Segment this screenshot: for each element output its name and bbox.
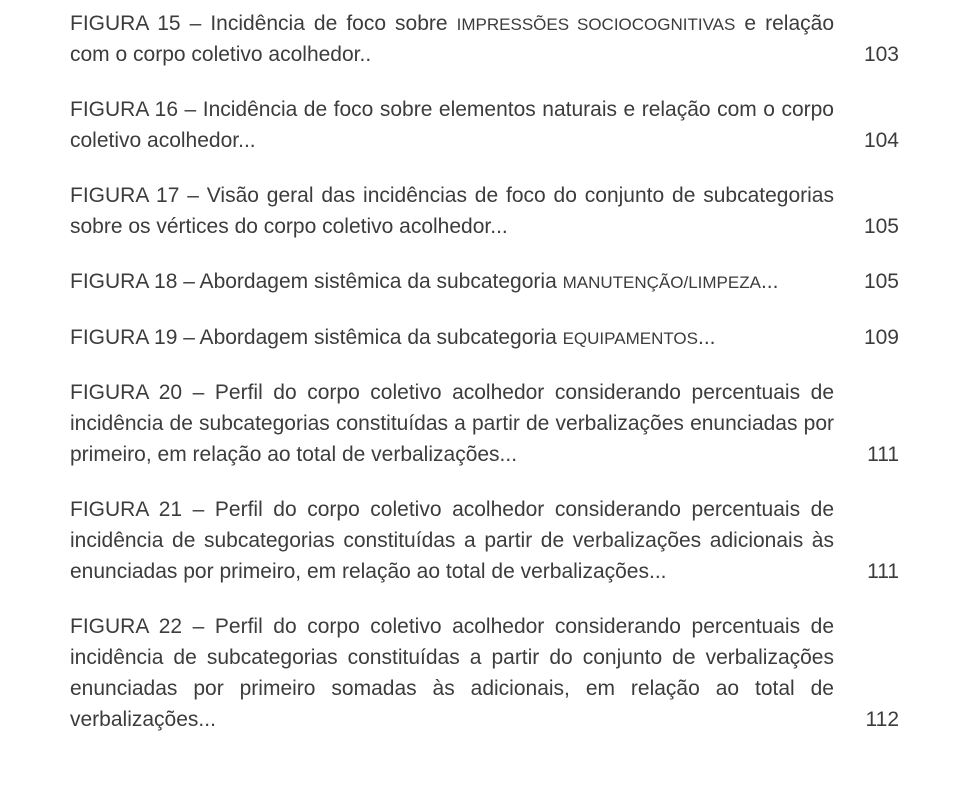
figure-entry-text: FIGURA 18 – Abordagem sistêmica da subca… bbox=[70, 266, 834, 297]
figure-entry: FIGURA 22 – Perfil do corpo coletivo aco… bbox=[70, 611, 899, 735]
figure-entry-smallcaps: IMPRESSÕES SOCIOCOGNITIVAS bbox=[457, 15, 736, 34]
figure-entry-text: FIGURA 17 – Visão geral das incidências … bbox=[70, 180, 834, 242]
figure-entry-prefix: FIGURA 16 – Incidência de foco sobre ele… bbox=[70, 98, 834, 152]
figure-entry-prefix: FIGURA 22 – Perfil do corpo coletivo aco… bbox=[70, 615, 834, 731]
figure-entry-prefix: FIGURA 19 – Abordagem sistêmica da subca… bbox=[70, 326, 563, 349]
figure-entry: FIGURA 17 – Visão geral das incidências … bbox=[70, 180, 899, 242]
figure-entry-prefix: FIGURA 17 – Visão geral das incidências … bbox=[70, 184, 834, 238]
figure-entry: FIGURA 18 – Abordagem sistêmica da subca… bbox=[70, 266, 899, 297]
figure-entry: FIGURA 16 – Incidência de foco sobre ele… bbox=[70, 94, 899, 156]
figure-entry-page: 105 bbox=[834, 211, 899, 242]
figure-entry-page: 103 bbox=[834, 39, 899, 70]
figure-entry-text: FIGURA 22 – Perfil do corpo coletivo aco… bbox=[70, 611, 834, 735]
figure-entry-suffix: ... bbox=[761, 270, 779, 293]
figure-entry: FIGURA 20 – Perfil do corpo coletivo aco… bbox=[70, 377, 899, 470]
figure-entry: FIGURA 19 – Abordagem sistêmica da subca… bbox=[70, 322, 899, 353]
figure-entry-prefix: FIGURA 20 – Perfil do corpo coletivo aco… bbox=[70, 381, 834, 466]
figure-entry-page: 104 bbox=[834, 125, 899, 156]
figure-entry-suffix: ... bbox=[698, 326, 716, 349]
figure-entry-page: 109 bbox=[834, 322, 899, 353]
figure-entry-page: 111 bbox=[834, 556, 899, 587]
figure-entry-page: 111 bbox=[834, 439, 899, 470]
figure-entry-text: FIGURA 21 – Perfil do corpo coletivo aco… bbox=[70, 494, 834, 587]
figure-entry-page: 112 bbox=[834, 704, 899, 735]
figure-entry-prefix: FIGURA 15 – Incidência de foco sobre bbox=[70, 12, 457, 35]
figure-entry-text: FIGURA 15 – Incidência de foco sobre IMP… bbox=[70, 8, 834, 70]
figure-entry-prefix: FIGURA 21 – Perfil do corpo coletivo aco… bbox=[70, 498, 834, 583]
figure-entry-text: FIGURA 16 – Incidência de foco sobre ele… bbox=[70, 94, 834, 156]
figure-entry-text: FIGURA 20 – Perfil do corpo coletivo aco… bbox=[70, 377, 834, 470]
figure-entry-page: 105 bbox=[834, 266, 899, 297]
figure-list: FIGURA 15 – Incidência de foco sobre IMP… bbox=[70, 8, 899, 735]
figure-entry-smallcaps: MANUTENÇÃO/LIMPEZA bbox=[563, 273, 761, 292]
figure-entry-text: FIGURA 19 – Abordagem sistêmica da subca… bbox=[70, 322, 834, 353]
figure-entry-smallcaps: EQUIPAMENTOS bbox=[563, 329, 698, 348]
figure-entry: FIGURA 21 – Perfil do corpo coletivo aco… bbox=[70, 494, 899, 587]
figure-entry-prefix: FIGURA 18 – Abordagem sistêmica da subca… bbox=[70, 270, 563, 293]
figure-entry: FIGURA 15 – Incidência de foco sobre IMP… bbox=[70, 8, 899, 70]
